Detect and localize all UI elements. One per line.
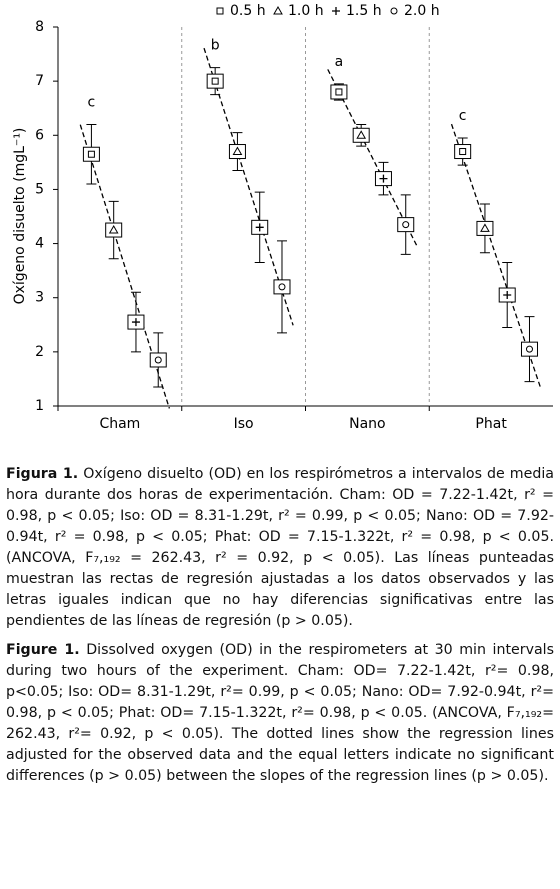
marker [332, 7, 340, 15]
x-tick-label: Iso [234, 416, 254, 432]
marker [255, 223, 264, 232]
caption-es: Figura 1. Oxígeno disuelto (OD) en los r… [6, 464, 554, 632]
legend-label: 0.5 h [230, 3, 266, 19]
marker [335, 88, 343, 96]
significance-letter: b [211, 38, 220, 54]
marker [154, 356, 162, 364]
marker [459, 148, 467, 156]
y-tick-label: 4 [35, 236, 44, 252]
x-tick-label: Nano [349, 416, 386, 432]
x-tick-label: Cham [99, 416, 140, 432]
chart: Oxígeno disuelto (mgL⁻¹) 1 2 3 4 5 6 7 8 Cham Iso… [12, 3, 553, 432]
box [273, 279, 291, 295]
y-tick-label: 7 [35, 73, 44, 89]
marker [211, 77, 219, 85]
marker [87, 150, 95, 158]
marker [503, 291, 512, 300]
box [82, 146, 100, 162]
significance-letter: a [335, 54, 344, 70]
marker [480, 223, 490, 232]
caption-text: Oxígeno disuelto (OD) en los respirómetr… [6, 466, 554, 629]
significance-letter: c [459, 108, 467, 124]
marker [232, 146, 243, 156]
box [520, 341, 538, 357]
marker [216, 7, 224, 15]
marker [278, 283, 286, 291]
y-tick-label: 3 [35, 290, 44, 306]
marker [402, 221, 410, 229]
marker [356, 130, 367, 139]
y-axis-label: Oxígeno disuelto (mgL⁻¹) [12, 128, 28, 305]
caption-label: Figura 1. [6, 466, 79, 482]
y-tick-label: 1 [35, 398, 44, 414]
caption-label: Figure 1. [6, 642, 80, 658]
marker [525, 345, 533, 353]
box [149, 352, 167, 368]
marker [131, 318, 140, 327]
legend-label: 2.0 h [404, 3, 440, 19]
caption-en: Figure 1. Dissolved oxygen (OD) in the r… [6, 640, 554, 787]
legend-label: 1.0 h [288, 3, 324, 19]
y-tick-label: 2 [35, 344, 44, 360]
box [330, 84, 348, 100]
marker [273, 5, 283, 15]
box [454, 144, 472, 160]
x-tick-label: Phat [475, 416, 507, 432]
box [206, 73, 224, 89]
box [397, 217, 415, 233]
trend-line [79, 124, 170, 409]
y-tick-label: 8 [35, 19, 44, 35]
marker [390, 7, 398, 15]
marker [108, 225, 119, 234]
significance-letter: c [88, 94, 96, 110]
marker [379, 174, 388, 183]
y-tick-label: 6 [35, 127, 44, 143]
legend-label: 1.5 h [346, 3, 382, 19]
caption-text: Dissolved oxygen (OD) in the respiromete… [6, 642, 555, 784]
y-tick-label: 5 [35, 181, 44, 197]
